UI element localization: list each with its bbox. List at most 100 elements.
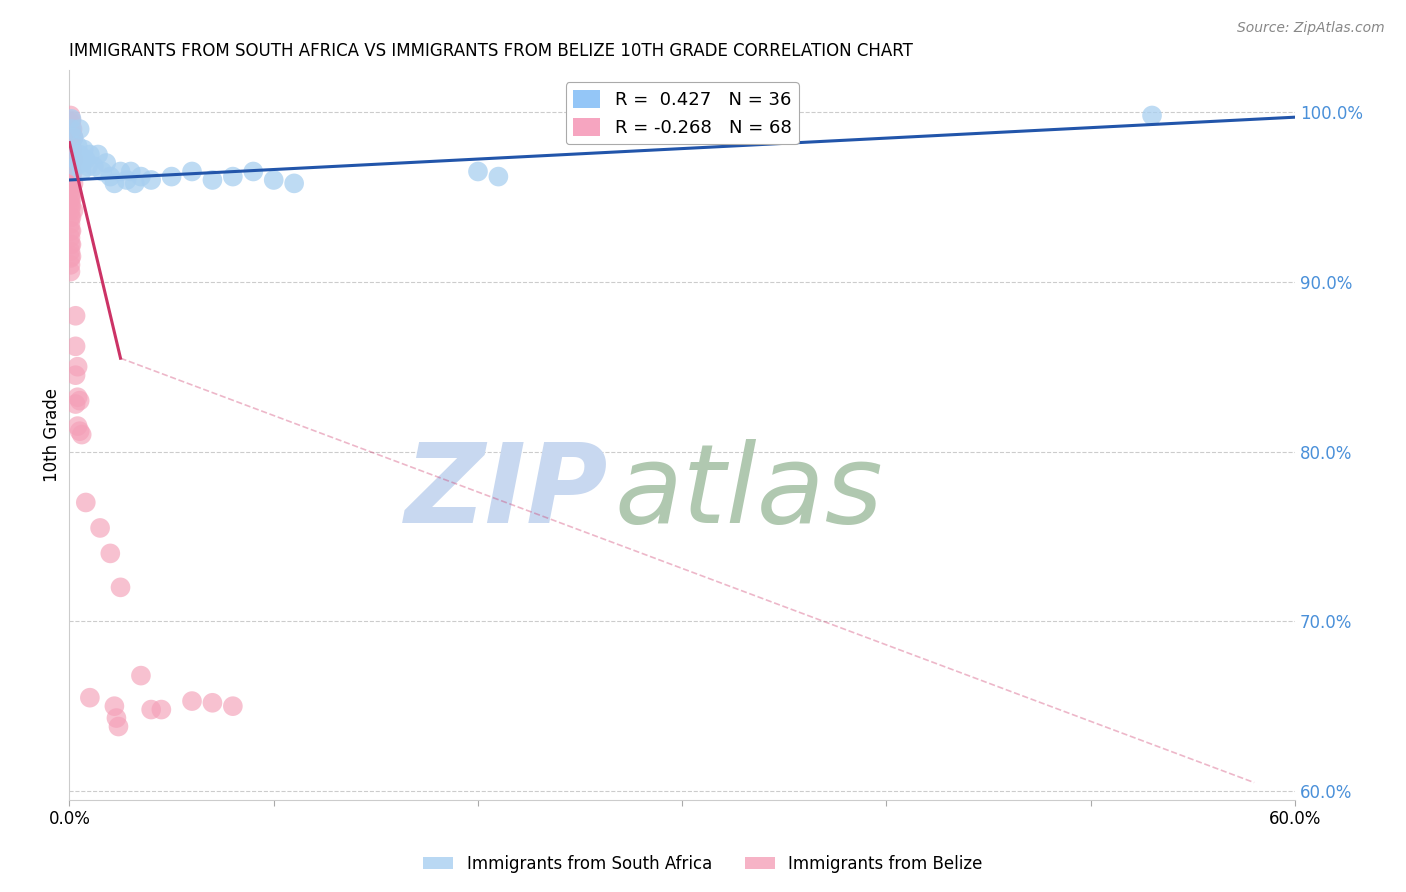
Point — [486, 169, 509, 184]
Point — [75, 495, 97, 509]
Point — [60, 211, 83, 225]
Point — [129, 169, 152, 184]
Point — [65, 368, 87, 383]
Point — [60, 122, 83, 136]
Point — [62, 203, 84, 218]
Point — [59, 108, 82, 122]
Point — [150, 702, 173, 716]
Point — [73, 143, 96, 157]
Point — [59, 177, 82, 191]
Point — [66, 139, 89, 153]
Point — [65, 397, 87, 411]
Point — [65, 153, 87, 167]
Y-axis label: 10th Grade: 10th Grade — [44, 388, 60, 482]
Point — [59, 122, 82, 136]
Point — [59, 217, 82, 231]
Point — [59, 183, 82, 197]
Point — [79, 147, 101, 161]
Point — [62, 143, 84, 157]
Point — [141, 702, 163, 716]
Point — [201, 696, 224, 710]
Point — [69, 122, 91, 136]
Point — [79, 690, 101, 705]
Point — [59, 203, 82, 218]
Point — [110, 580, 132, 594]
Point — [66, 390, 89, 404]
Point — [60, 237, 83, 252]
Point — [105, 711, 128, 725]
Point — [59, 237, 82, 252]
Point — [60, 125, 83, 139]
Point — [60, 113, 83, 128]
Point — [107, 720, 129, 734]
Legend: Immigrants from South Africa, Immigrants from Belize: Immigrants from South Africa, Immigrants… — [416, 848, 990, 880]
Point — [60, 147, 83, 161]
Point — [69, 424, 91, 438]
Point — [124, 177, 146, 191]
Point — [62, 177, 84, 191]
Point — [65, 339, 87, 353]
Point — [65, 160, 87, 174]
Point — [98, 546, 121, 560]
Point — [110, 164, 132, 178]
Point — [1140, 108, 1163, 122]
Text: atlas: atlas — [614, 440, 883, 547]
Legend: R =  0.427   N = 36, R = -0.268   N = 68: R = 0.427 N = 36, R = -0.268 N = 68 — [565, 82, 799, 145]
Point — [76, 160, 98, 174]
Point — [60, 198, 83, 212]
Point — [120, 164, 142, 178]
Point — [62, 130, 84, 145]
Point — [69, 393, 91, 408]
Point — [75, 153, 97, 167]
Point — [65, 309, 87, 323]
Point — [60, 160, 83, 174]
Point — [59, 149, 82, 163]
Point — [60, 224, 83, 238]
Point — [222, 699, 245, 714]
Point — [89, 521, 111, 535]
Point — [181, 694, 204, 708]
Point — [201, 173, 224, 187]
Point — [263, 173, 285, 187]
Point — [129, 668, 152, 682]
Point — [62, 153, 84, 167]
Point — [181, 164, 204, 178]
Point — [59, 244, 82, 259]
Point — [59, 128, 82, 143]
Point — [60, 173, 83, 187]
Point — [59, 230, 82, 244]
Point — [103, 177, 125, 191]
Point — [69, 147, 91, 161]
Point — [98, 169, 121, 184]
Point — [59, 265, 82, 279]
Point — [70, 427, 93, 442]
Point — [283, 177, 305, 191]
Point — [66, 419, 89, 434]
Point — [59, 115, 82, 129]
Point — [62, 130, 84, 145]
Point — [59, 258, 82, 272]
Text: IMMIGRANTS FROM SOUTH AFRICA VS IMMIGRANTS FROM BELIZE 10TH GRADE CORRELATION CH: IMMIGRANTS FROM SOUTH AFRICA VS IMMIGRAN… — [69, 42, 914, 60]
Point — [60, 249, 83, 263]
Point — [59, 169, 82, 184]
Point — [59, 224, 82, 238]
Point — [59, 143, 82, 157]
Point — [103, 699, 125, 714]
Point — [242, 164, 264, 178]
Point — [62, 122, 84, 136]
Point — [60, 186, 83, 201]
Point — [60, 136, 83, 150]
Point — [70, 164, 93, 178]
Text: ZIP: ZIP — [405, 440, 609, 547]
Point — [59, 211, 82, 225]
Point — [91, 164, 114, 178]
Point — [62, 190, 84, 204]
Point — [59, 196, 82, 211]
Point — [59, 156, 82, 170]
Point — [467, 164, 489, 178]
Point — [59, 190, 82, 204]
Point — [96, 156, 118, 170]
Point — [160, 169, 183, 184]
Point — [62, 166, 84, 180]
Point — [59, 251, 82, 265]
